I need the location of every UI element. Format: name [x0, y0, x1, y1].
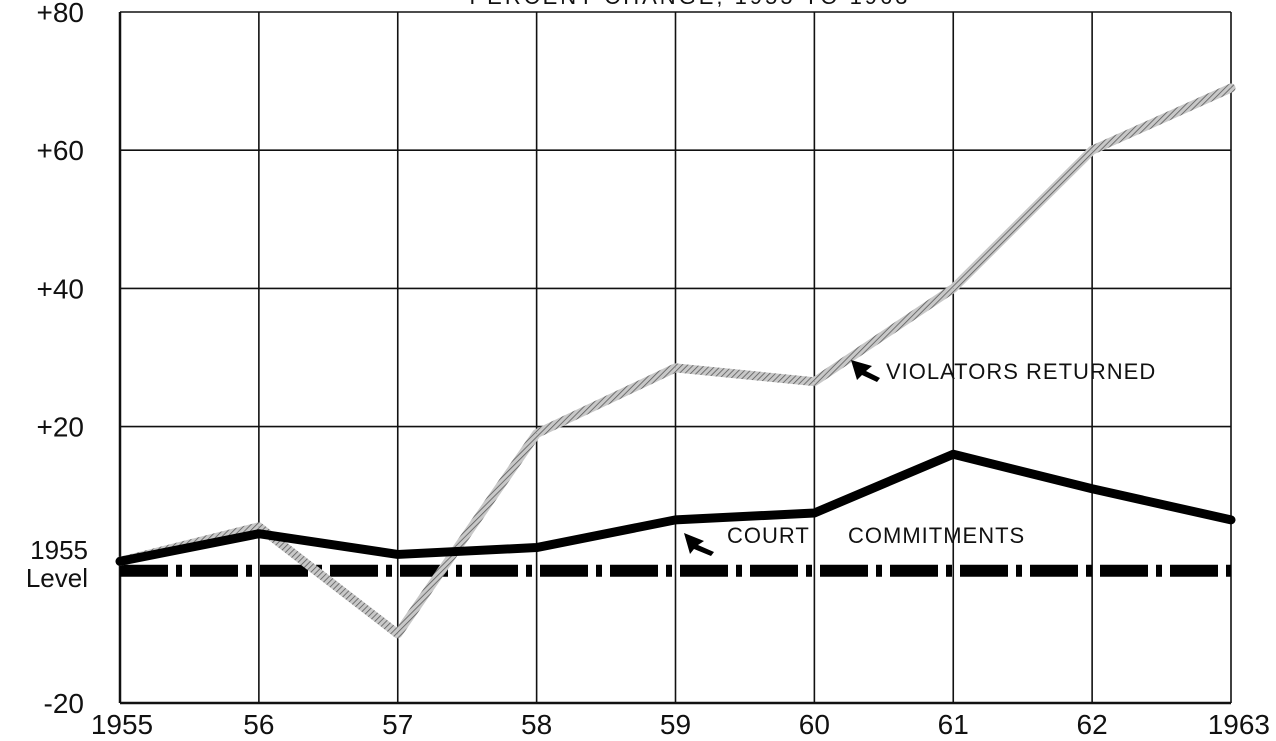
x-tick-label: 56	[243, 709, 274, 740]
label-violators-returned: VIOLATORS RETURNED	[886, 359, 1156, 384]
y-tick-label: +60	[37, 135, 85, 166]
y-tick-label: +80	[37, 0, 85, 28]
data-point-violators-returned	[1230, 87, 1232, 89]
data-point-violators-returned	[397, 633, 399, 635]
y-tick-label: +40	[37, 273, 85, 304]
chart-title: PERCENT CHANGE, 1955 TO 1963	[469, 0, 910, 9]
data-point-violators-returned	[952, 287, 954, 289]
x-tick-label: 60	[799, 709, 830, 740]
y-tick-label: +20	[37, 412, 85, 443]
data-point-violators-returned	[675, 367, 676, 369]
x-tick-label: 59	[660, 709, 691, 740]
data-point-court-commitments	[1230, 519, 1232, 521]
data-point-court-commitments	[119, 560, 121, 562]
baseline-label-level: Level	[26, 563, 88, 593]
data-point-court-commitments	[952, 453, 954, 455]
annotations: VIOLATORS RETURNED COURT COMMITMENTS	[684, 359, 1156, 556]
x-tick-label: 57	[382, 709, 413, 740]
label-court: COURT	[727, 523, 810, 548]
series-group	[115, 83, 1236, 639]
data-point-court-commitments	[675, 519, 676, 521]
x-tick-label: 1963	[1208, 709, 1270, 740]
x-tick-label: 62	[1077, 709, 1108, 740]
data-point-violators-returned	[536, 433, 538, 435]
data-point-court-commitments	[536, 547, 538, 549]
data-point-court-commitments	[1091, 488, 1093, 490]
data-point-violators-returned	[1091, 149, 1093, 151]
label-commitments: COMMITMENTS	[848, 523, 1025, 548]
data-point-court-commitments	[813, 512, 815, 514]
x-tick-label: 58	[521, 709, 552, 740]
x-tick-label: 61	[938, 709, 969, 740]
x-tick-labels: 1955 56 57 58 59 60 61 62 1963	[91, 709, 1270, 740]
data-point-court-commitments	[258, 533, 260, 535]
x-tick-label: 1955	[91, 709, 153, 740]
data-point-court-commitments	[397, 553, 399, 555]
arrow-icon	[851, 360, 880, 382]
arrow-icon	[684, 533, 714, 556]
baseline-label-year: 1955	[30, 535, 88, 565]
y-tick-label: -20	[44, 688, 84, 719]
grid	[118, 11, 1232, 705]
data-point-violators-returned	[813, 381, 815, 383]
data-point-violators-returned	[258, 526, 260, 528]
